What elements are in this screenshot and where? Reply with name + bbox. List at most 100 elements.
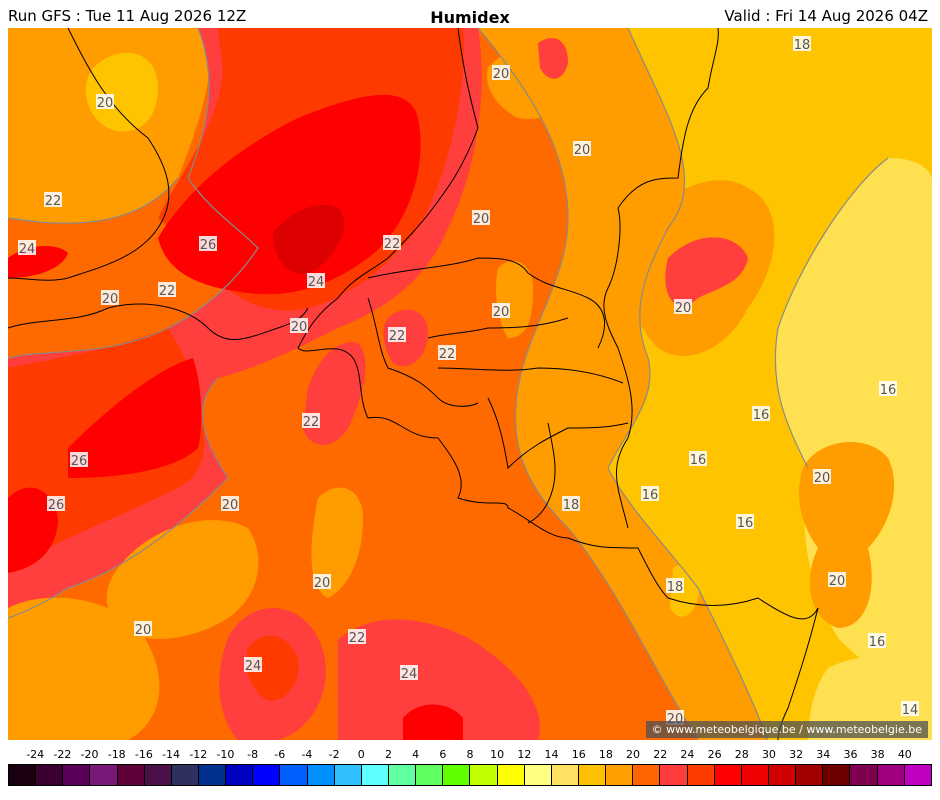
svg-text:20: 20 [314, 576, 331, 591]
legend-swatch [904, 765, 931, 785]
legend-swatch [850, 765, 878, 785]
svg-text:24: 24 [401, 667, 418, 682]
svg-text:22: 22 [159, 284, 176, 299]
contour-label: 16 [736, 514, 754, 531]
contour-label: 26 [199, 236, 217, 253]
legend-label: 6 [439, 748, 447, 761]
svg-text:22: 22 [384, 237, 401, 252]
contour-label: 16 [879, 381, 897, 398]
run-label: Run GFS : Tue 11 Aug 2026 12Z [8, 7, 247, 25]
legend-label: -6 [274, 748, 286, 761]
valid-label: Valid : Fri 14 Aug 2026 04Z [724, 7, 928, 25]
legend-label: 28 [734, 748, 749, 761]
svg-text:20: 20 [97, 96, 114, 111]
legend-label: 24 [680, 748, 695, 761]
svg-text:22: 22 [349, 631, 366, 646]
legend-label: -20 [80, 748, 99, 761]
legend-swatch [443, 765, 471, 785]
contour-label: 18 [793, 36, 811, 53]
contour-label: 18 [562, 496, 580, 513]
svg-text:22: 22 [389, 329, 406, 344]
svg-text:16: 16 [753, 408, 770, 423]
contour-label: 22 [348, 629, 366, 646]
contour-label: 20 [492, 65, 510, 82]
svg-text:20: 20 [493, 67, 510, 82]
legend-label: 8 [466, 748, 474, 761]
svg-text:20: 20 [675, 301, 692, 316]
legend-swatch [334, 765, 362, 785]
contour-lines [8, 28, 889, 740]
contour-label: 20 [573, 141, 591, 158]
contour-label: 20 [96, 94, 114, 111]
contour-label: 22 [438, 345, 456, 362]
legend-swatch [226, 765, 254, 785]
svg-text:18: 18 [794, 38, 811, 53]
contour-label: 20 [290, 318, 308, 335]
legend-label: -10 [216, 748, 235, 761]
legend-label: 40 [897, 748, 912, 761]
legend-swatch [307, 765, 335, 785]
legend-label: -2 [328, 748, 340, 761]
contour-label: 20 [221, 496, 239, 513]
contour-label: 24 [18, 240, 36, 257]
legend-label: 20 [626, 748, 641, 761]
svg-text:20: 20 [829, 574, 846, 589]
svg-text:20: 20 [493, 305, 510, 320]
contour-label: 20 [828, 572, 846, 589]
svg-text:16: 16 [737, 516, 754, 531]
legend-label: 16 [571, 748, 586, 761]
legend-swatch [361, 765, 389, 785]
contour-label: 16 [641, 486, 659, 503]
svg-text:18: 18 [563, 498, 580, 513]
legend-label: -8 [247, 748, 259, 761]
legend-colorbar [8, 764, 932, 786]
legend-swatch [660, 765, 688, 785]
contour-label: 16 [868, 633, 886, 650]
legend-label: 10 [490, 748, 505, 761]
svg-text:20: 20 [291, 320, 308, 335]
legend-swatch [36, 765, 64, 785]
contour-label: 20 [313, 574, 331, 591]
contour-label: 26 [47, 496, 65, 513]
svg-text:16: 16 [642, 488, 659, 503]
contour-label: 22 [158, 282, 176, 299]
legend-swatch [198, 765, 227, 785]
legend-label: -4 [301, 748, 313, 761]
svg-text:26: 26 [71, 454, 88, 469]
legend-swatch [253, 765, 281, 785]
legend-swatch [633, 765, 661, 785]
legend-label: 30 [761, 748, 776, 761]
legend-label: -18 [107, 748, 126, 761]
contour-label: 20 [813, 469, 831, 486]
legend-label: -14 [162, 748, 181, 761]
legend-swatch [280, 765, 308, 785]
legend-swatch [877, 765, 905, 785]
svg-text:20: 20 [473, 212, 490, 227]
svg-text:24: 24 [19, 242, 36, 257]
svg-text:20: 20 [135, 623, 152, 638]
contour-label: 18 [666, 578, 684, 595]
svg-text:22: 22 [303, 415, 320, 430]
humidex-map: 20 22 24 26 20 22 24 20 22 20 20 20 18 22 22 20 20 22 26 26… [8, 28, 932, 740]
svg-text:26: 26 [48, 498, 65, 513]
contour-label: 20 [674, 299, 692, 316]
legend-label: 26 [707, 748, 722, 761]
legend-swatch [90, 765, 118, 785]
contour-label: 24 [244, 657, 262, 674]
country-borders [8, 28, 819, 740]
legend-swatch [144, 765, 172, 785]
legend-label: 12 [517, 748, 532, 761]
contour-label: 24 [400, 665, 418, 682]
contour-label: 26 [70, 452, 88, 469]
svg-text:16: 16 [869, 635, 886, 650]
legend-label: 38 [870, 748, 885, 761]
legend-label: 4 [412, 748, 420, 761]
legend-label: -22 [53, 748, 72, 761]
contour-label: 14 [901, 701, 919, 718]
legend-swatch [524, 765, 552, 785]
contour-label: 22 [44, 192, 62, 209]
legend-swatch [687, 765, 715, 785]
legend-swatch [768, 765, 797, 785]
legend-swatch [823, 765, 851, 785]
svg-text:20: 20 [222, 498, 239, 513]
